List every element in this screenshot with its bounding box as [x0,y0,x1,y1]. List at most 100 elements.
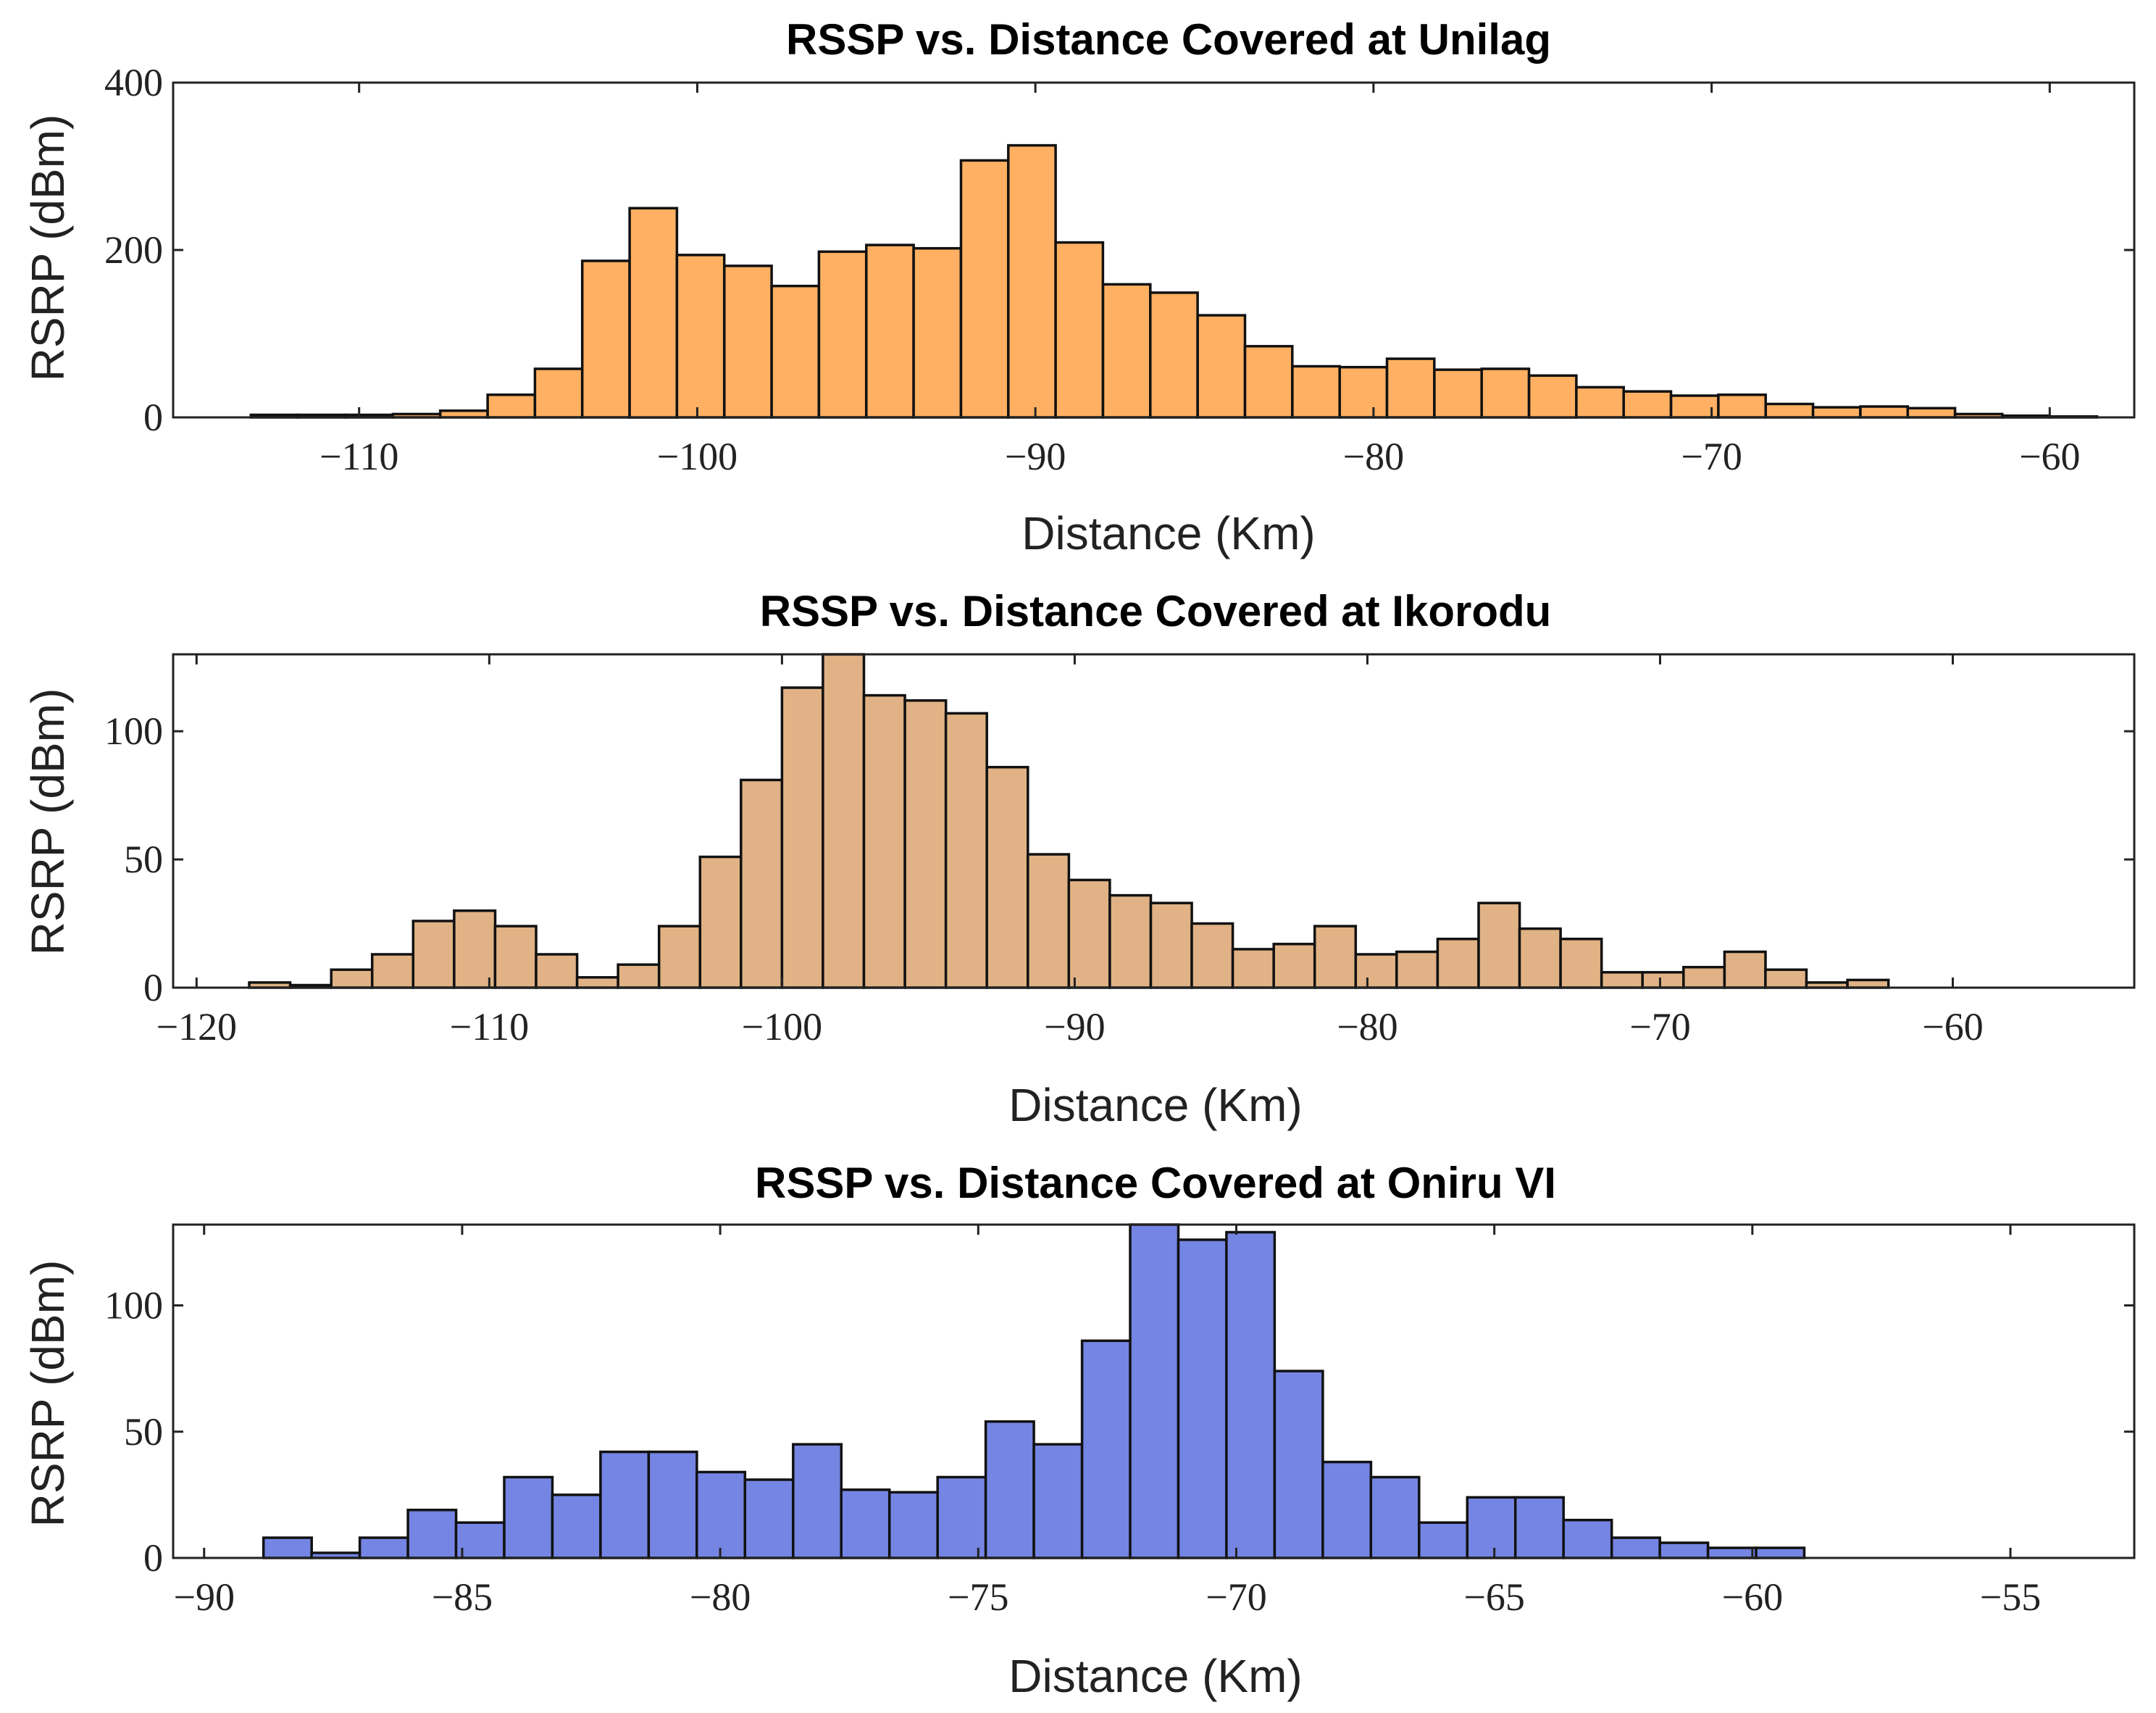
histogram-bar [792,1443,843,1559]
histogram-bar [1418,1521,1469,1559]
histogram-bar [1054,241,1105,419]
y-tick-label: 400 [104,61,163,104]
histogram-bar [1723,950,1767,989]
histogram-bar [330,968,374,989]
histogram-bar [1559,938,1603,989]
x-axis-label: Distance (Km) [1021,507,1315,559]
histogram-bar [1225,1230,1277,1559]
x-tick-label: −65 [1463,1575,1524,1619]
histogram-bar [1846,978,1890,989]
y-tick-label: 0 [143,966,163,1009]
axes-frame [172,1223,2136,1559]
y-axis-label: RSRP (dBm) [22,688,74,956]
histogram-bar [1101,283,1152,419]
histogram-bar [1859,405,1910,419]
histogram-bar [770,284,821,419]
x-tick-label: −90 [174,1575,235,1619]
x-tick-label: −70 [1629,1005,1690,1049]
histogram-bar [1395,950,1440,989]
histogram-bar [695,1470,747,1559]
histogram-bar [1177,1238,1228,1559]
chart-title: RSSP vs. Distance Covered at Unilag [786,15,1551,64]
histogram-bar [743,1478,795,1559]
histogram-bar [1755,1546,1806,1559]
histogram-bar [1562,1518,1613,1559]
y-tick-label: 0 [143,1536,163,1580]
histogram-bar [406,1509,458,1559]
chart-unilag: RSSP vs. Distance Covered at Unilag Dist… [22,15,2136,559]
histogram-bar [535,953,579,989]
histogram-bar [862,693,906,989]
histogram-bar [1321,1460,1373,1559]
y-tick-label: 50 [124,838,163,881]
histogram-bar [358,1536,409,1559]
axis-ticks: −90 −85 −80 −75 −70 −65 −60 −55 0 50 100 [104,1225,2134,1619]
histogram-bar [1369,1475,1421,1559]
x-tick-label: −90 [1044,1005,1105,1049]
x-tick-label: −60 [1722,1575,1783,1619]
histogram-bar [370,953,415,989]
x-tick-label: −90 [1005,435,1066,478]
histogram-bar [675,254,726,419]
histogram-bar [1811,406,1862,419]
histogram-bar [1007,143,1057,419]
histogram-bar [657,925,702,989]
x-tick-label: −100 [742,1005,822,1049]
histogram-bar [698,855,743,989]
histogram-bar [1338,365,1389,419]
chart-title: RSSP vs. Distance Covered at Ikorodu [760,587,1552,635]
chart-oniru-vi: RSSP vs. Distance Covered at Oniru VI Di… [22,1159,2136,1702]
histogram-bar [599,1450,651,1559]
histogram-bar [1149,291,1199,419]
histogram-bar [503,1475,554,1559]
histogram-bar [865,243,915,419]
y-axis-label: RSRP (dBm) [22,114,74,382]
histogram-bar [1600,971,1645,989]
histogram-bar [936,1475,987,1559]
histogram-bar [1080,1339,1132,1559]
histogram-bar [1518,927,1562,989]
histogram-bar [1466,1496,1517,1559]
x-tick-label: −80 [1343,435,1404,478]
histogram-bar [740,778,784,989]
histogram-bar [1622,390,1673,419]
y-tick-label: 50 [124,1410,163,1454]
histogram-bar [959,159,1010,419]
histogram-bar [533,367,584,419]
histogram-bar [411,920,456,989]
histogram-bar [1513,1496,1565,1559]
histogram-bar [1906,407,1957,419]
y-tick-label: 200 [104,228,163,272]
histogram-bar [617,963,661,989]
histogram-bar [912,246,963,419]
histogram-bar [453,909,497,989]
x-tick-label: −100 [657,435,738,478]
x-tick-label: −55 [1980,1575,2041,1619]
histogram-bar [575,976,619,989]
histogram-bar [985,765,1029,989]
histogram-bar [1385,357,1436,419]
histogram-bar [817,250,868,419]
histogram-bar [1108,893,1153,989]
histogram-bar [1477,901,1521,989]
histogram-bar [1243,345,1294,419]
histogram-bars [248,653,1890,989]
axis-ticks: −110 −100 −90 −80 −70 −60 0 200 400 [104,61,2134,478]
x-tick-label: −70 [1206,1575,1266,1619]
x-tick-label: −120 [156,1005,237,1049]
histogram-bar [1032,1443,1084,1559]
histogram-bar [1682,965,1726,989]
histogram-bar [840,1488,891,1559]
histogram-bar [1027,853,1071,989]
x-tick-label: −85 [432,1575,493,1619]
histogram-bars [249,143,2099,419]
histogram-bar [580,259,631,419]
histogram-bar [984,1420,1035,1559]
histogram-bar [454,1521,506,1559]
histogram-bar [1658,1541,1710,1559]
histogram-bar [1717,393,1767,419]
histogram-bar [1706,1546,1758,1559]
x-tick-label: −110 [450,1005,529,1049]
histogram-bar [647,1450,698,1559]
histogram-bar [262,1536,313,1559]
